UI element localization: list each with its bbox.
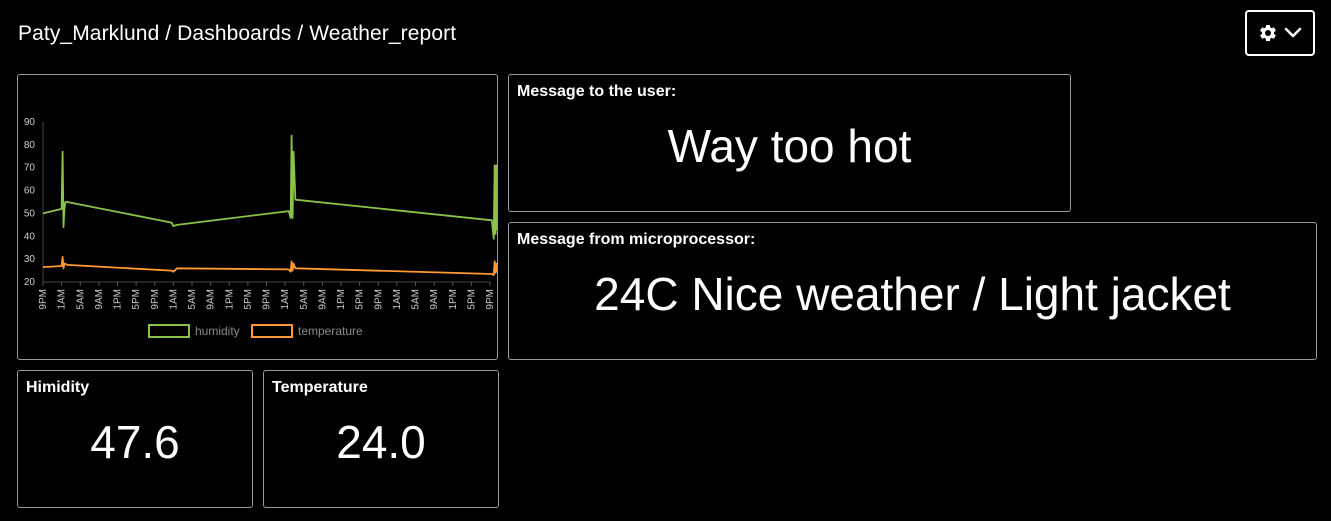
humidity-title: Himidity xyxy=(26,379,90,396)
humidity-series-line xyxy=(42,134,503,240)
chart-panel: 20 30 40 50 60 70 80 90 9PM 1AM 5AM 9AM 1PM 5PM 9PM 1AM… xyxy=(17,74,503,360)
temperature-legend-label: temperature xyxy=(298,324,363,338)
y-tick-label: 70 xyxy=(24,163,36,174)
x-tick-label: 1AM xyxy=(280,289,291,310)
humidity-value: 47.6 xyxy=(90,416,180,468)
message-micro-panel: Message from microprocessor: 24C Nice we… xyxy=(508,222,1317,360)
message-user-text: Way too hot xyxy=(667,120,912,172)
y-tick-label: 30 xyxy=(24,254,36,265)
temperature-title: Temperature xyxy=(272,379,368,396)
x-tick-label: 1PM xyxy=(336,289,347,310)
x-tick-label: 5AM xyxy=(411,289,422,310)
message-micro-title: Message from microprocessor: xyxy=(517,231,756,248)
x-tick-label: 9AM xyxy=(317,289,328,310)
x-tick-label: 1AM xyxy=(392,289,403,310)
gear-icon xyxy=(1260,24,1276,42)
humidity-legend-label: humidity xyxy=(195,324,240,338)
x-tick-label: 9PM xyxy=(38,289,49,310)
x-tick-label: 9PM xyxy=(373,289,384,310)
x-tick-label: 5AM xyxy=(75,289,86,310)
x-tick-label: 1PM xyxy=(113,289,124,310)
x-tick-label: 9PM xyxy=(150,289,161,310)
x-tick-label: 5PM xyxy=(131,289,142,310)
y-tick-label: 60 xyxy=(24,186,36,197)
temperature-series-line xyxy=(42,255,502,277)
y-tick-label: 20 xyxy=(24,277,36,288)
settings-dropdown-button[interactable] xyxy=(1245,10,1315,56)
x-tick-label: 5PM xyxy=(466,289,477,310)
x-tick-label: 9PM xyxy=(485,289,496,310)
temperature-legend-swatch xyxy=(251,324,293,338)
y-tick-label: 90 xyxy=(24,117,36,128)
chevron-down-icon xyxy=(1284,27,1302,38)
y-tick-label: 50 xyxy=(24,208,36,219)
x-tick-label: 5AM xyxy=(299,289,310,310)
message-user-panel: Message to the user: Way too hot xyxy=(508,74,1071,212)
breadcrumb[interactable]: Paty_Marklund / Dashboards / Weather_rep… xyxy=(18,22,457,45)
x-tick-label: 1PM xyxy=(224,289,235,310)
y-tick-label: 80 xyxy=(24,140,36,151)
line-chart[interactable]: 20 30 40 50 60 70 80 90 9PM 1AM 5AM 9AM 1PM 5PM 9PM 1AM… xyxy=(18,75,503,359)
message-micro-text: 24C Nice weather / Light jacket xyxy=(594,268,1231,320)
x-tick-label: 9AM xyxy=(429,289,440,310)
x-tick-label: 1PM xyxy=(448,289,459,310)
x-tick-label: 1AM xyxy=(168,289,179,310)
message-user-title: Message to the user: xyxy=(517,83,677,100)
x-tick-label: 9AM xyxy=(94,289,105,310)
x-tick-label: 5AM xyxy=(187,289,198,310)
x-tick-label: 5PM xyxy=(243,289,254,310)
temperature-panel: Temperature 24.0 xyxy=(263,370,499,508)
x-tick-label: 9AM xyxy=(206,289,217,310)
temperature-value: 24.0 xyxy=(336,416,426,468)
x-tick-label: 1AM xyxy=(57,289,68,310)
y-tick-label: 40 xyxy=(24,231,36,242)
x-tick-label: 5PM xyxy=(355,289,366,310)
humidity-panel: Himidity 47.6 xyxy=(17,370,253,508)
humidity-legend-swatch xyxy=(148,324,190,338)
x-tick-label: 9PM xyxy=(262,289,273,310)
